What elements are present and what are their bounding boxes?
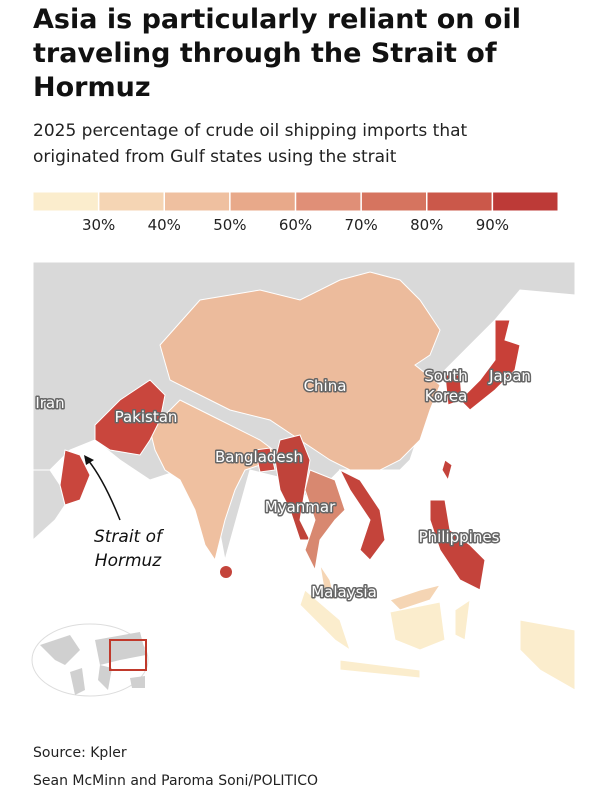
annotation-arrow xyxy=(87,459,121,521)
country-label: Myanmar xyxy=(265,498,336,516)
legend-tick-label: 70% xyxy=(344,216,377,234)
legend-swatch xyxy=(98,191,165,212)
annotation: Hormuz xyxy=(95,551,163,571)
legend-swatch xyxy=(32,191,100,212)
taiwan xyxy=(441,459,453,482)
thailand xyxy=(304,469,346,572)
inset-frame xyxy=(109,639,147,671)
inset-land xyxy=(40,632,146,695)
arrow-head xyxy=(84,455,94,465)
japan xyxy=(459,319,521,411)
country-label: Iran xyxy=(35,394,64,412)
vietnam xyxy=(338,468,386,561)
south-korea xyxy=(444,374,463,406)
source: Source: Kpler xyxy=(33,745,127,761)
country-label: Japan xyxy=(488,367,531,385)
legend-tick-label: 50% xyxy=(213,216,246,234)
legend-tick-label: 30% xyxy=(82,216,115,234)
country-label: South xyxy=(424,367,468,385)
indonesia xyxy=(454,598,471,641)
subtitle-line: originated from Gulf states using the st… xyxy=(33,147,397,167)
legend-swatch xyxy=(295,191,362,212)
title-line: Hormuz xyxy=(33,72,151,103)
legend-swatch xyxy=(229,191,296,212)
china xyxy=(159,271,441,471)
country-label: China xyxy=(304,377,347,395)
papua xyxy=(519,619,576,691)
oman xyxy=(59,449,91,506)
title-line: Asia is particularly reliant on oil xyxy=(33,4,521,35)
legend-swatch xyxy=(163,191,231,212)
country-label: Philippines xyxy=(419,528,500,546)
map: China South Korea Japan Iran Pakistan Ba… xyxy=(31,261,576,718)
inset-map xyxy=(31,623,149,697)
indonesia xyxy=(389,601,446,651)
country-label: Bangladesh xyxy=(215,448,303,466)
country-label: Malaysia xyxy=(311,583,377,601)
legend-swatch xyxy=(426,191,493,212)
pakistan xyxy=(94,379,166,456)
india xyxy=(149,399,281,562)
legend-tick-label: 60% xyxy=(279,216,312,234)
legend-swatch xyxy=(360,191,428,212)
title-line: traveling through the Strait of xyxy=(33,38,497,69)
legend-tick-label: 90% xyxy=(476,216,509,234)
indonesia xyxy=(299,589,351,652)
malaysia xyxy=(389,584,442,611)
legend-swatch xyxy=(491,191,559,212)
country-label: Pakistan xyxy=(115,408,178,426)
malaysia xyxy=(319,564,336,601)
indonesia xyxy=(339,659,421,679)
sri-lanka xyxy=(220,566,232,578)
legend-tick-label: 40% xyxy=(148,216,181,234)
credit: Sean McMinn and Paroma Soni/POLITICO xyxy=(33,773,318,789)
subtitle-line: 2025 percentage of crude oil shipping im… xyxy=(33,121,468,141)
bangladesh xyxy=(254,447,276,473)
legend-tick-label: 80% xyxy=(410,216,443,234)
philippines xyxy=(429,499,486,591)
annotation: Strait of xyxy=(94,527,165,547)
country-label: Korea xyxy=(425,387,468,405)
legend: 30% 40% 50% 60% 70% 80% 90% xyxy=(32,191,559,234)
